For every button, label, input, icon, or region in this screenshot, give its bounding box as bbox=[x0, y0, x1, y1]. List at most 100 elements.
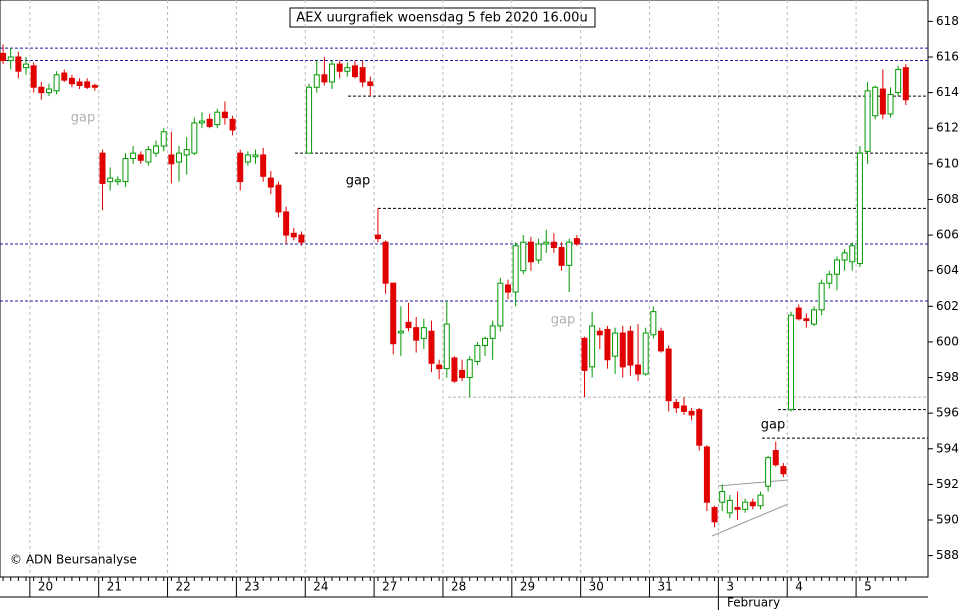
gap-label: gap bbox=[551, 313, 575, 328]
candle-body bbox=[826, 273, 833, 284]
candle-body bbox=[91, 84, 98, 88]
candle-body bbox=[191, 122, 198, 154]
candle-body bbox=[275, 184, 282, 213]
candle-body bbox=[61, 72, 68, 81]
x-tick-label: 28 bbox=[451, 580, 466, 594]
candle-body bbox=[160, 131, 167, 147]
y-tick-label: 602 bbox=[936, 299, 959, 313]
candle-body bbox=[397, 330, 404, 334]
candle-body bbox=[642, 332, 649, 375]
candle-body bbox=[680, 405, 687, 412]
candle-body bbox=[895, 68, 902, 94]
candle-body bbox=[619, 332, 626, 368]
candle-body bbox=[99, 152, 106, 184]
candle-body bbox=[0, 52, 7, 62]
candle-body bbox=[841, 252, 848, 261]
candle-body bbox=[849, 245, 856, 263]
candle-body bbox=[581, 337, 588, 371]
candle-body bbox=[183, 149, 190, 156]
candle-body bbox=[344, 67, 351, 72]
candle-body bbox=[114, 179, 121, 183]
triangle-line bbox=[711, 503, 789, 537]
candle-body bbox=[711, 507, 718, 523]
candle-body bbox=[780, 466, 787, 475]
candle-body bbox=[145, 149, 152, 163]
candle-body bbox=[38, 86, 45, 94]
candle-body bbox=[596, 330, 603, 336]
candle-body bbox=[283, 211, 290, 236]
y-tick-label: 598 bbox=[936, 370, 959, 384]
candle-body bbox=[696, 409, 703, 446]
x-tick-label: 29 bbox=[520, 580, 535, 594]
candle-body bbox=[267, 177, 274, 188]
candle-body bbox=[703, 446, 710, 503]
x-tick-label: 27 bbox=[382, 580, 397, 594]
candle-body bbox=[107, 177, 114, 183]
x-tick-label: 31 bbox=[658, 580, 673, 594]
candle-body bbox=[864, 90, 871, 152]
candle-body bbox=[290, 232, 297, 238]
candle-body bbox=[489, 325, 496, 339]
candle-body bbox=[206, 118, 213, 127]
plot-frame bbox=[0, 0, 929, 578]
candle-body bbox=[15, 56, 22, 72]
candle-body bbox=[719, 491, 726, 503]
candle-body bbox=[359, 67, 366, 83]
candle-body bbox=[229, 118, 236, 131]
x-tick-label: 21 bbox=[107, 580, 122, 594]
y-tick-label: 612 bbox=[936, 121, 959, 135]
candle-body bbox=[214, 111, 221, 126]
candle-body bbox=[887, 93, 894, 115]
candle-body bbox=[657, 330, 664, 352]
candle-body bbox=[252, 154, 259, 158]
candle-body bbox=[504, 284, 511, 293]
candle-body bbox=[749, 501, 756, 507]
candle-body bbox=[688, 410, 695, 416]
triangle-line bbox=[717, 479, 789, 487]
y-tick-label: 596 bbox=[936, 406, 959, 420]
candle-body bbox=[650, 311, 657, 336]
y-tick-label: 604 bbox=[936, 263, 959, 277]
candle-body bbox=[673, 401, 680, 409]
candle-body bbox=[742, 501, 749, 510]
candle-body bbox=[7, 56, 14, 62]
y-tick-label: 618 bbox=[936, 14, 959, 28]
candle-body bbox=[772, 450, 779, 466]
y-tick-label: 614 bbox=[936, 85, 959, 99]
y-tick-label: 592 bbox=[936, 477, 959, 491]
candle-body bbox=[137, 154, 144, 161]
x-tick-label: 5 bbox=[864, 580, 872, 594]
y-tick-label: 590 bbox=[936, 513, 959, 527]
candle-body bbox=[573, 238, 580, 245]
candle-body bbox=[351, 65, 358, 78]
candle-body bbox=[726, 499, 733, 514]
candle-body bbox=[604, 328, 611, 361]
candle-body bbox=[329, 63, 336, 83]
gap-label: gap bbox=[346, 174, 370, 189]
candle-body bbox=[765, 457, 772, 487]
candle-body bbox=[298, 234, 305, 243]
y-tick-label: 594 bbox=[936, 441, 959, 455]
y-tick-label: 600 bbox=[936, 334, 959, 348]
candle-body bbox=[879, 88, 886, 115]
candle-body bbox=[321, 74, 328, 83]
candle-body bbox=[635, 364, 642, 375]
gap-label: gap bbox=[71, 111, 95, 126]
candle-body bbox=[130, 152, 137, 159]
candle-body bbox=[53, 74, 60, 92]
candle-body bbox=[795, 307, 802, 320]
y-tick-label: 610 bbox=[936, 156, 959, 170]
candle-body bbox=[30, 65, 37, 88]
month-label: February bbox=[727, 596, 780, 610]
candle-body bbox=[788, 314, 795, 411]
x-tick-label: 30 bbox=[589, 580, 604, 594]
candle-body bbox=[466, 359, 473, 379]
candle-body bbox=[543, 241, 550, 245]
candle-body bbox=[833, 259, 840, 275]
candle-body bbox=[198, 120, 205, 124]
candle-body bbox=[84, 81, 91, 88]
candle-body bbox=[153, 145, 160, 154]
candle-body bbox=[405, 321, 412, 329]
